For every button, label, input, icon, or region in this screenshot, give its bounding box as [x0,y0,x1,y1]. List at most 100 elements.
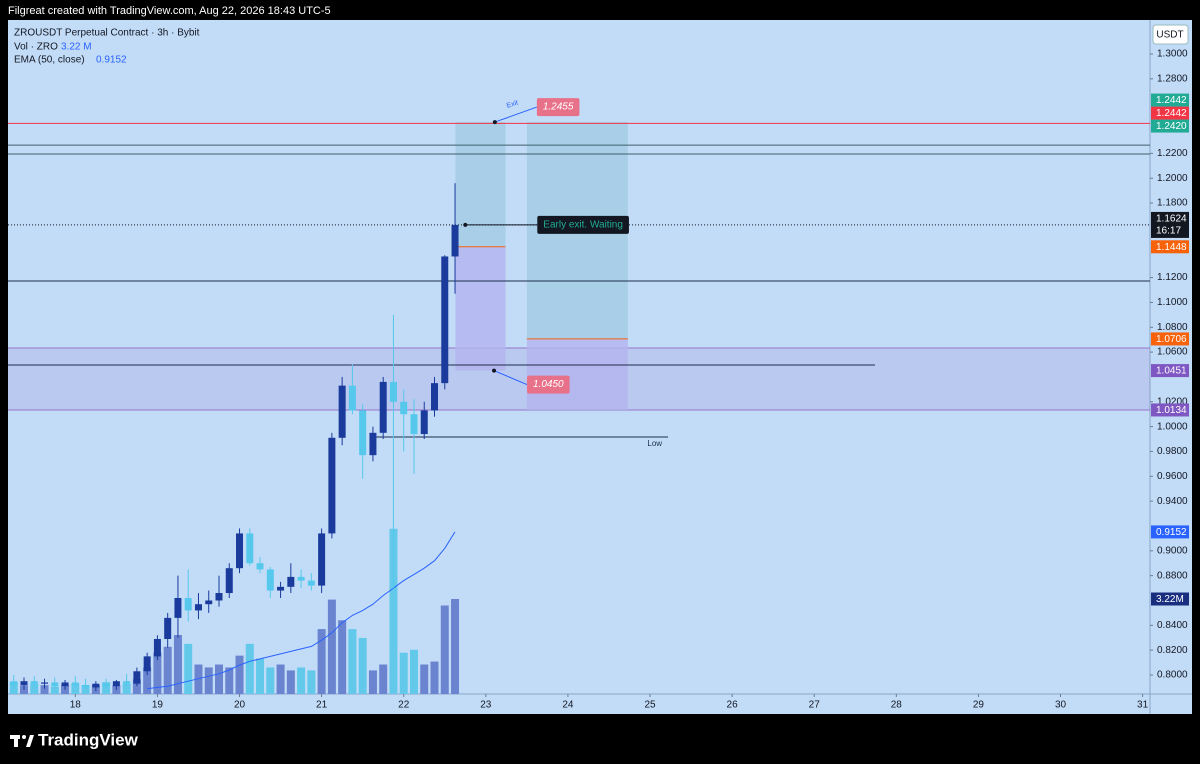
candle-body [102,683,110,687]
volume-bar [194,664,203,694]
callout-name: Exit [506,99,519,109]
price-label-text: 1.0451 [1156,366,1187,377]
volume-bar [266,667,275,694]
legend-vol-value: 3.22 M [61,42,92,53]
x-tick-label: 27 [809,700,821,711]
candle-body [307,580,315,586]
candle-body [277,586,285,591]
x-tick-label: 18 [70,700,82,711]
candle-body [441,256,449,384]
x-tick-label: 20 [234,700,246,711]
x-tick-label: 23 [480,700,492,711]
candle-body [41,682,49,684]
candle-body [379,381,387,433]
candle-body [71,682,79,685]
volume-bar [297,667,306,694]
axes: 1.3000 1.2800 1.2200 1.2000 1.1800 1.1200 1.10… [70,49,1189,711]
y-tick-label: 1.3000 [1157,49,1188,60]
price-label [1151,211,1189,238]
volume-bar [173,635,182,694]
y-tick-label: 1.2200 [1157,148,1188,159]
volume-bar [327,599,336,694]
volume-bar [358,637,367,694]
volume-bar [214,664,223,694]
y-tick-label: 0.8800 [1157,570,1188,581]
volume-bar [132,679,141,694]
x-tick-label: 22 [398,700,410,711]
volume-label-text: 3.22M [1156,594,1184,605]
callout-text: Early exit. Waiting [543,220,623,231]
legend-vol: Vol · ZRO [14,42,58,53]
header: Filgreat created with TradingView.com, A… [8,5,331,17]
callout-point [492,368,497,373]
x-tick-label: 24 [562,700,574,711]
candle-body [123,681,131,684]
candle-body [143,656,151,672]
candle-body [287,576,295,587]
ema-line [147,531,456,690]
y-tick-label: 0.9000 [1157,545,1188,556]
x-tick-label: 25 [644,700,656,711]
y-tick-label: 1.0200 [1157,396,1188,407]
candle-body [451,224,459,257]
volume-bar [225,667,234,694]
candle-body [246,533,254,564]
candle-body [297,576,305,581]
candle-body [400,401,408,415]
y-tick-label: 0.8000 [1157,670,1188,681]
currency: USDT [1156,30,1183,41]
footer-brand: TradingView [38,730,139,749]
price-label-text: 0.9152 [1156,527,1187,538]
candle-body [112,681,120,687]
volume-bar [235,655,244,694]
volume-bar [420,664,429,694]
y-tick-label: 1.1800 [1157,198,1188,209]
volume-bar [409,649,418,694]
callout-leader [493,370,528,386]
volume-bar [30,683,39,694]
x-tick-label: 21 [316,700,328,711]
stop-zone [455,246,506,371]
low-label: Low [647,439,662,448]
target-zone [455,122,506,247]
price-label-text: 1.0134 [1156,405,1187,416]
candle-body [328,437,336,534]
candle-body [318,533,326,586]
y-tick-label: 1.1000 [1157,297,1188,308]
y-tick-label: 1.2000 [1157,173,1188,184]
price-label-text: 1.2442 [1156,108,1187,119]
volume-bar [153,652,162,694]
price-label [1151,525,1189,539]
volume-bar [389,528,398,694]
x-tick-label: 19 [152,700,164,711]
candle-body [389,381,397,402]
currency-box[interactable] [1152,24,1189,45]
legend-ema: EMA (50, close) [14,55,85,66]
volume-bar [40,685,49,694]
candle-body [266,569,274,591]
price-label [1151,93,1189,107]
stop-zone [526,338,628,410]
candle-body [174,597,182,618]
y-tick-label: 1.2800 [1157,74,1188,85]
x-tick-label: 31 [1137,700,1149,711]
callout-leader [494,106,538,123]
volume-bar [440,605,449,694]
candle-body [256,563,264,570]
volume-bar [184,643,193,694]
price-label-text: 1.1448 [1156,242,1187,253]
candle-body [92,683,100,688]
candle-body [133,671,141,684]
candle-body [410,414,418,435]
callout-box [536,98,580,117]
candle-body [348,385,356,411]
volume-bar [245,643,254,694]
volume-bar [307,670,316,694]
candle-body [82,684,90,688]
volume-bar [163,646,172,694]
price-label-text: 1.0706 [1156,334,1187,345]
candle-body [236,533,244,569]
y-tick-label: 1.1200 [1157,272,1188,283]
y-tick-label: 0.9400 [1157,496,1188,507]
